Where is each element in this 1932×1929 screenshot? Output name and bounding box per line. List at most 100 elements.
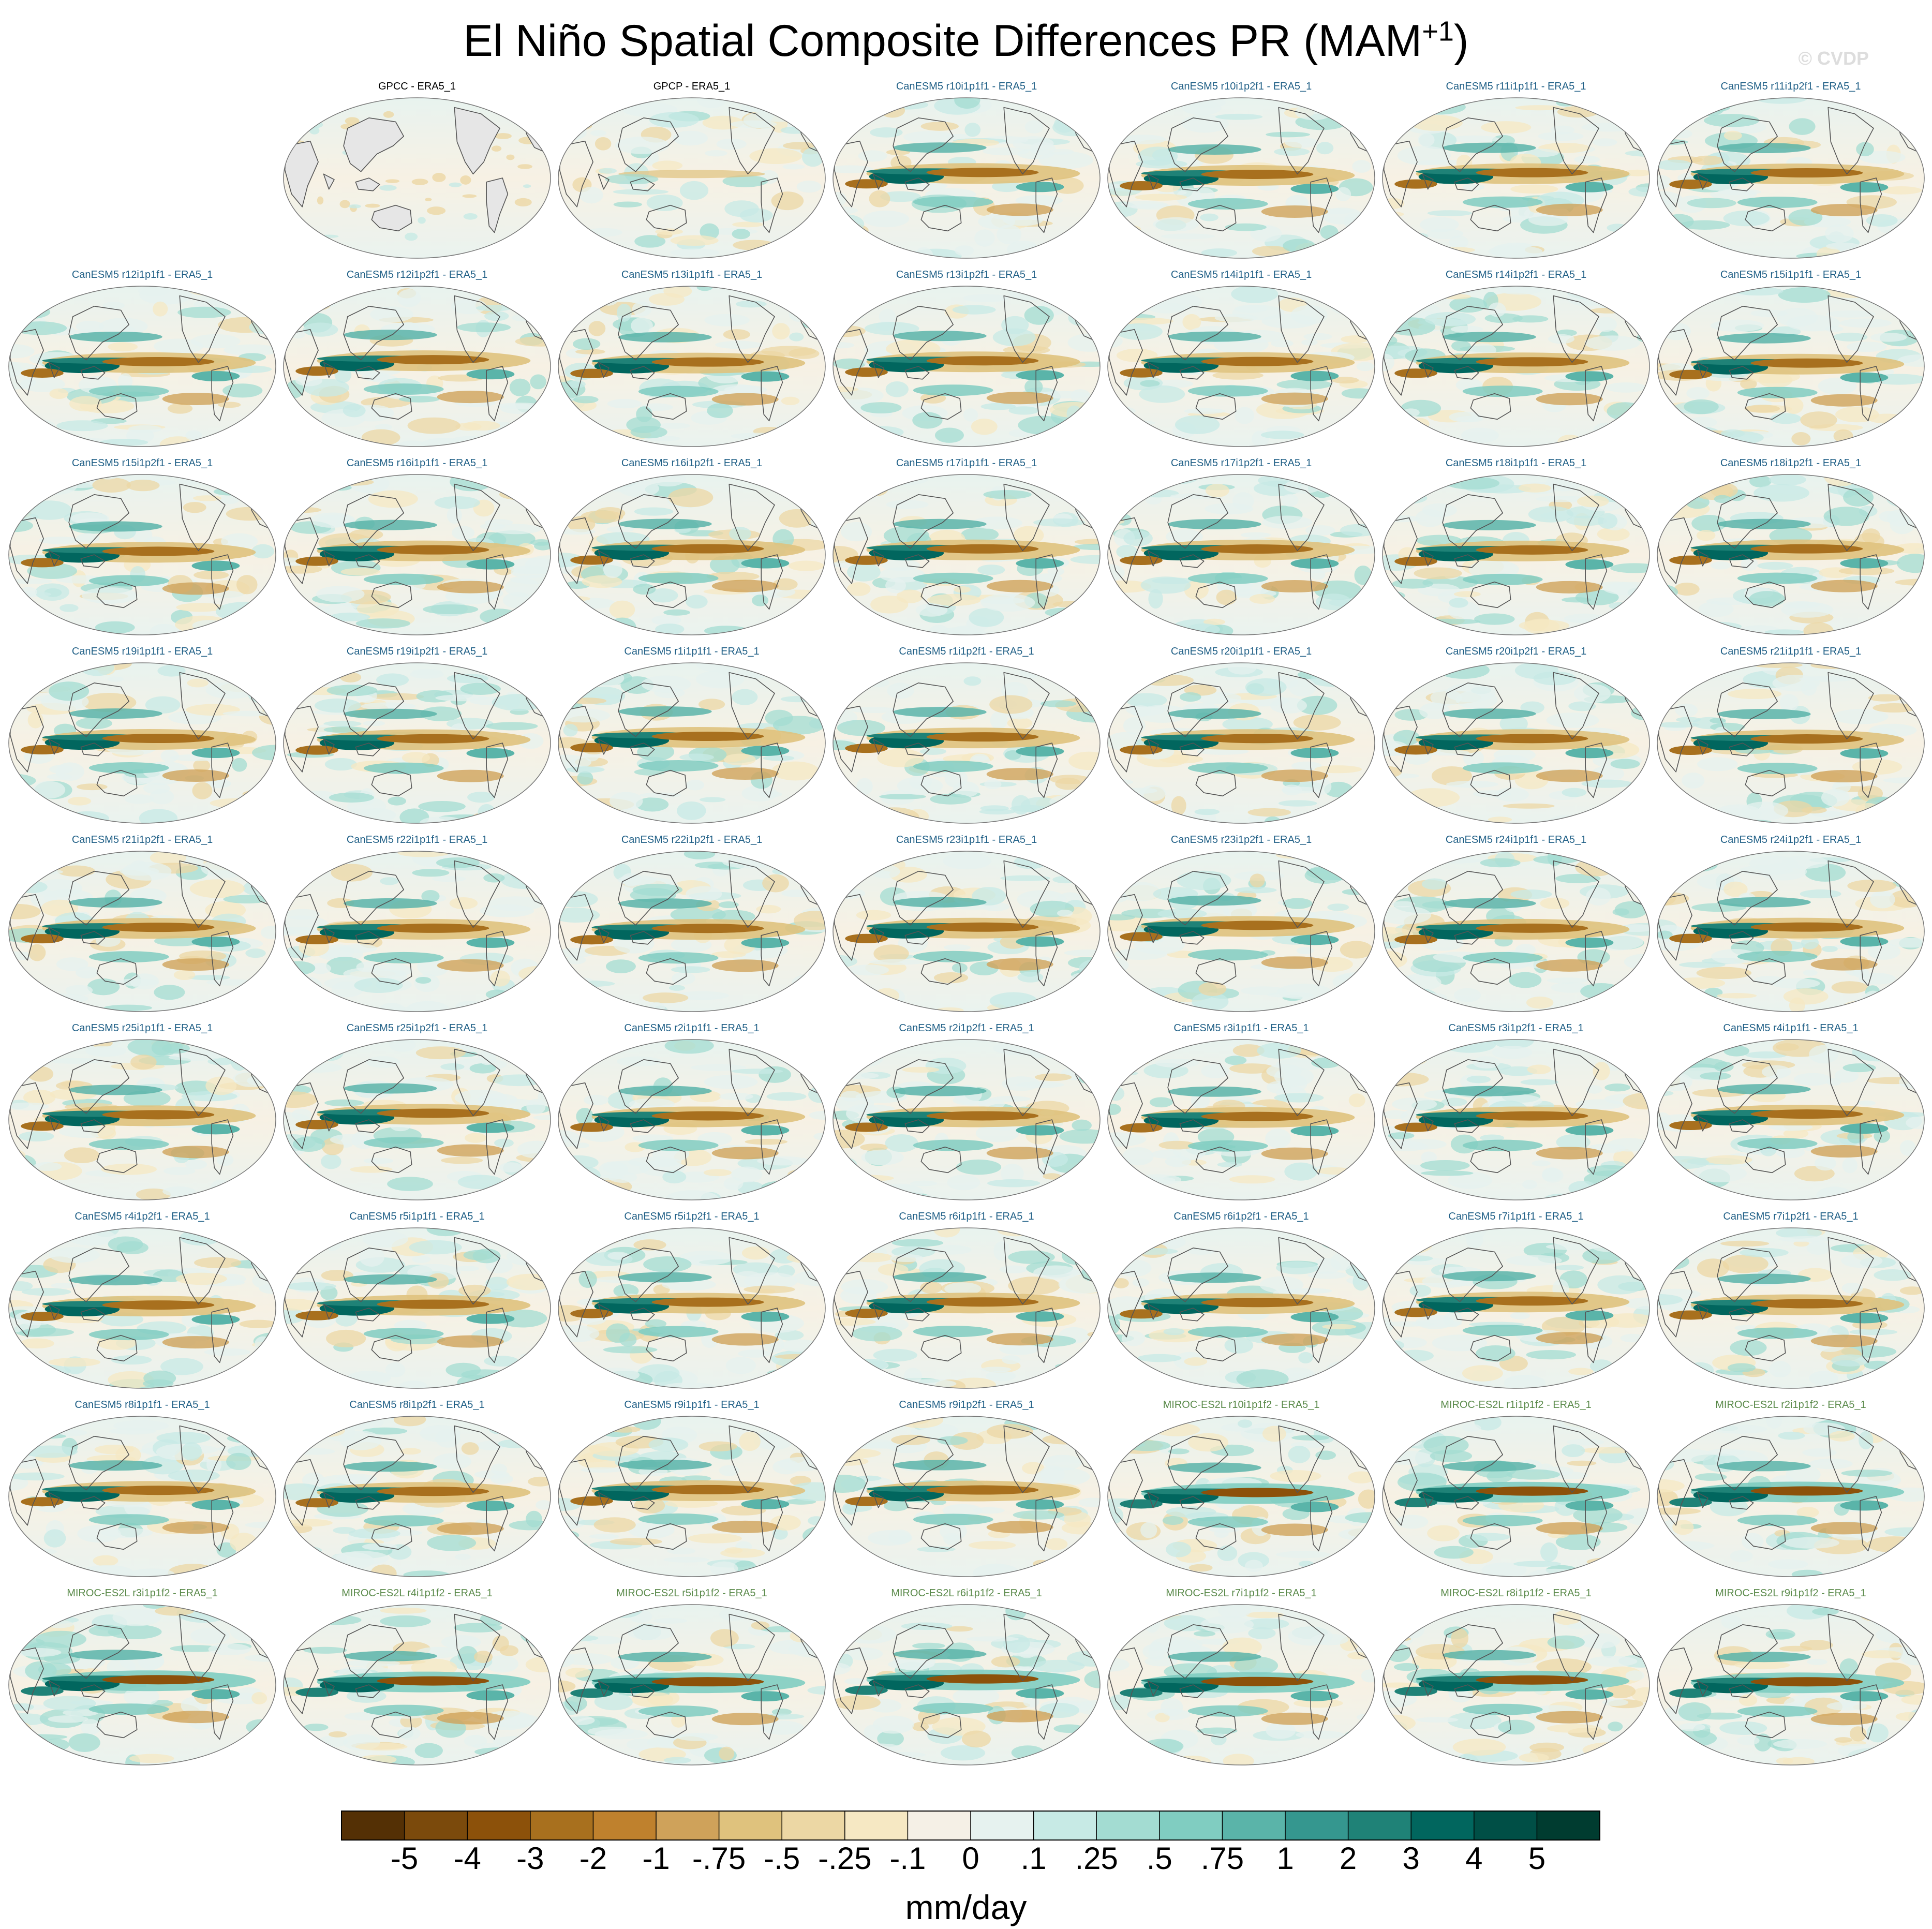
title-close: ) [1453,16,1469,66]
colorbar-tick-label: .25 [1075,1841,1118,1876]
map-outline [833,97,1101,259]
map-panel: CanESM5 r12i1p2f1 - ERA5_1 [283,269,551,447]
map-outline [558,474,826,635]
panel-label: MIROC-ES2L r1i1p1f2 - ERA5_1 [1440,1399,1592,1411]
panel-label: CanESM5 r2i1p1f1 - ERA5_1 [624,1022,759,1034]
map-panel: CanESM5 r12i1p1f1 - ERA5_1 [8,269,276,447]
map-panel: CanESM5 r25i1p1f1 - ERA5_1 [8,1022,276,1200]
panel-label: CanESM5 r7i1p2f1 - ERA5_1 [1723,1211,1858,1222]
panel-label: CanESM5 r23i1p2f1 - ERA5_1 [1171,834,1312,845]
colorbar-tick-label: -2 [579,1841,607,1876]
panel-label: MIROC-ES2L r5i1p1f2 - ERA5_1 [616,1587,767,1599]
map-outline [1107,1416,1375,1577]
map-outline [1107,1604,1375,1765]
panel-label: MIROC-ES2L r7i1p1f2 - ERA5_1 [1166,1587,1317,1599]
panel-label: MIROC-ES2L r8i1p1f2 - ERA5_1 [1440,1587,1592,1599]
colorbar-swatch [1411,1811,1474,1840]
colorbar-swatch [1285,1811,1348,1840]
colorbar-swatch [1348,1811,1411,1840]
map-outline [283,1416,551,1577]
map-outline [1657,1227,1925,1389]
map-outline [1657,474,1925,635]
map-outline [833,1604,1101,1765]
map-outline [1107,1039,1375,1200]
colorbar-swatch [1033,1811,1097,1840]
panel-label: MIROC-ES2L r10i1p1f2 - ERA5_1 [1163,1399,1320,1411]
map-panel: CanESM5 r11i1p2f1 - ERA5_1 [1657,81,1925,259]
colorbar-swatch [404,1811,468,1840]
map-outline [833,474,1101,635]
map-panel: CanESM5 r24i1p1f1 - ERA5_1 [1382,834,1650,1012]
map-outline [833,1039,1101,1200]
map-outline [558,662,826,824]
panel-label: CanESM5 r6i1p1f1 - ERA5_1 [899,1211,1034,1222]
map-outline [1107,97,1375,259]
map-outline [8,474,276,635]
map-panel: CanESM5 r23i1p2f1 - ERA5_1 [1107,834,1375,1012]
map-outline [283,286,551,447]
panel-label: CanESM5 r18i1p2f1 - ERA5_1 [1720,457,1861,469]
colorbar-tick-label: -.5 [764,1841,800,1876]
map-outline [558,97,826,259]
colorbar-tick-label: -4 [454,1841,481,1876]
colorbar-tick-label: -5 [391,1841,418,1876]
colorbar-tick-label: -1 [642,1841,670,1876]
colorbar-tick-label: -.75 [692,1841,746,1876]
map-panel: CanESM5 r6i1p1f1 - ERA5_1 [833,1211,1101,1389]
panel-label: CanESM5 r11i1p2f1 - ERA5_1 [1721,81,1861,92]
map-outline [558,1604,826,1765]
map-outline [283,1039,551,1200]
colorbar-tick-label: 4 [1465,1841,1482,1876]
map-outline [283,1604,551,1765]
panel-label: CanESM5 r12i1p1f1 - ERA5_1 [72,269,213,280]
panel-label: CanESM5 r17i1p1f1 - ERA5_1 [896,457,1037,469]
map-panel: CanESM5 r13i1p1f1 - ERA5_1 [558,269,826,447]
panel-label: CanESM5 r5i1p1f1 - ERA5_1 [349,1211,484,1222]
map-panel: CanESM5 r3i1p2f1 - ERA5_1 [1382,1022,1650,1200]
map-panel: CanESM5 r23i1p1f1 - ERA5_1 [833,834,1101,1012]
map-outline [8,286,276,447]
colorbar-swatch [530,1811,593,1840]
map-ocean [284,98,551,258]
colorbar-tick-label: -.25 [818,1841,871,1876]
panel-label: CanESM5 r10i1p2f1 - ERA5_1 [1171,81,1312,92]
colorbar-swatch [971,1811,1034,1840]
panel-label: CanESM5 r2i1p2f1 - ERA5_1 [899,1022,1034,1034]
map-outline [558,851,826,1012]
map-panel: CanESM5 r4i1p1f1 - ERA5_1 [1657,1022,1925,1200]
map-panel: CanESM5 r1i1p1f1 - ERA5_1 [558,646,826,824]
map-panel: CanESM5 r10i1p2f1 - ERA5_1 [1107,81,1375,259]
map-panel: CanESM5 r3i1p1f1 - ERA5_1 [1107,1022,1375,1200]
map-panel: CanESM5 r21i1p1f1 - ERA5_1 [1657,646,1925,824]
panel-label: GPCP - ERA5_1 [653,81,731,92]
map-panel: CanESM5 r9i1p2f1 - ERA5_1 [833,1399,1101,1577]
panel-label: GPCC - ERA5_1 [378,81,456,92]
map-panel: MIROC-ES2L r4i1p1f2 - ERA5_1 [283,1587,551,1765]
panel-label: MIROC-ES2L r2i1p1f2 - ERA5_1 [1715,1399,1866,1411]
map-panel: CanESM5 r7i1p1f1 - ERA5_1 [1382,1211,1650,1389]
map-outline [1382,1227,1650,1389]
map-outline [8,1039,276,1200]
colorbar-swatch [467,1811,530,1840]
map-outline [833,1416,1101,1577]
panel-label: CanESM5 r22i1p2f1 - ERA5_1 [621,834,762,845]
map-outline [833,286,1101,447]
map-panel: CanESM5 r18i1p2f1 - ERA5_1 [1657,457,1925,635]
map-outline [1107,1227,1375,1389]
panel-label: CanESM5 r25i1p1f1 - ERA5_1 [72,1022,213,1034]
map-outline [1382,662,1650,824]
panel-label: CanESM5 r13i1p2f1 - ERA5_1 [896,269,1037,280]
map-outline [1382,1416,1650,1577]
panel-label: CanESM5 r19i1p1f1 - ERA5_1 [72,646,213,657]
map-panel: MIROC-ES2L r9i1p1f2 - ERA5_1 [1657,1587,1925,1765]
colorbar-tick-label: -3 [516,1841,544,1876]
map-panel: MIROC-ES2L r10i1p1f2 - ERA5_1 [1107,1399,1375,1577]
map-outline [1107,851,1375,1012]
map-panel: CanESM5 r22i1p2f1 - ERA5_1 [558,834,826,1012]
watermark: © CVDP [1798,48,1869,69]
colorbar-tick-label: 3 [1403,1841,1420,1876]
colorbar-tick-label: 5 [1528,1841,1545,1876]
panel-label: CanESM5 r23i1p1f1 - ERA5_1 [896,834,1037,845]
map-panel: CanESM5 r8i1p1f1 - ERA5_1 [8,1399,276,1577]
colorbar-swatch [782,1811,845,1840]
